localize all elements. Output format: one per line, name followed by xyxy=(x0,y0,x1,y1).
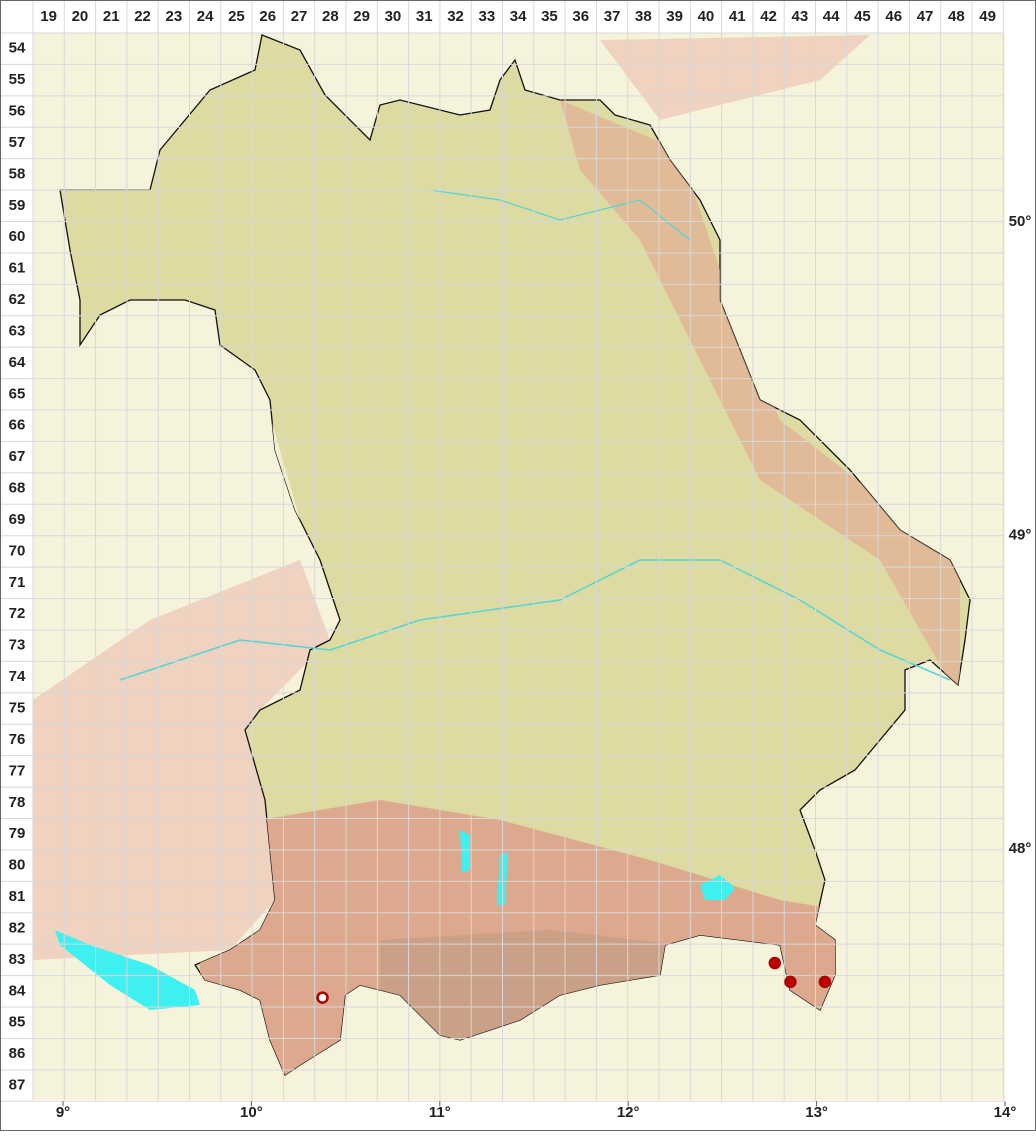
column-label: 41 xyxy=(729,8,746,25)
row-label: 80 xyxy=(9,857,26,874)
column-label: 27 xyxy=(291,8,308,25)
row-label: 61 xyxy=(9,260,26,277)
latitude-label: 50° xyxy=(1009,213,1032,230)
row-label: 57 xyxy=(9,134,26,151)
column-label: 49 xyxy=(979,8,996,25)
row-label: 84 xyxy=(9,982,26,999)
record-marker xyxy=(768,956,782,970)
column-label: 22 xyxy=(134,8,151,25)
column-label: 42 xyxy=(760,8,777,25)
column-label: 32 xyxy=(447,8,464,25)
row-label: 73 xyxy=(9,637,26,654)
column-label: 25 xyxy=(228,8,245,25)
row-label: 56 xyxy=(9,103,26,120)
river xyxy=(429,189,691,241)
longitude-label: 11° xyxy=(429,1104,451,1121)
longitude-label: 9° xyxy=(56,1104,70,1121)
record-marker xyxy=(784,975,797,989)
column-label: 29 xyxy=(353,8,370,25)
column-label: 35 xyxy=(541,8,558,25)
row-label: 68 xyxy=(9,480,26,497)
grid xyxy=(0,0,1004,1102)
column-label: 38 xyxy=(635,8,652,25)
longitude-label: 13° xyxy=(805,1104,828,1121)
row-label: 78 xyxy=(9,794,26,811)
column-label: 46 xyxy=(885,8,902,25)
row-label: 86 xyxy=(9,1045,26,1062)
column-label: 30 xyxy=(385,8,402,25)
row-label: 54 xyxy=(9,40,26,57)
terrain-east xyxy=(560,100,960,700)
column-label: 31 xyxy=(416,8,433,25)
column-label: 28 xyxy=(322,8,339,25)
longitude-label: 14° xyxy=(994,1104,1017,1121)
column-label: 24 xyxy=(197,8,214,25)
column-label: 37 xyxy=(604,8,621,25)
column-label: 36 xyxy=(572,8,589,25)
column-label: 48 xyxy=(948,8,965,25)
row-label: 77 xyxy=(9,762,26,779)
row-label: 62 xyxy=(9,291,26,308)
row-label: 74 xyxy=(9,668,26,685)
river xyxy=(119,559,951,681)
longitude-label: 10° xyxy=(240,1104,263,1121)
column-label: 26 xyxy=(259,8,276,25)
terrain-west xyxy=(33,560,330,960)
column-label: 33 xyxy=(479,8,496,25)
row-label: 79 xyxy=(9,825,26,842)
row-label: 55 xyxy=(9,71,26,88)
row-label: 72 xyxy=(9,605,26,622)
lake xyxy=(55,930,200,1010)
record-marker xyxy=(316,991,329,1004)
column-label: 21 xyxy=(103,8,120,25)
row-label: 75 xyxy=(9,699,26,716)
row-label: 70 xyxy=(9,542,26,559)
column-label: 23 xyxy=(166,8,183,25)
column-label: 44 xyxy=(823,8,840,25)
column-label: 20 xyxy=(72,8,89,25)
row-label: 58 xyxy=(9,165,26,182)
longitude-label: 12° xyxy=(617,1104,640,1121)
latitude-label: 48° xyxy=(1009,840,1032,857)
row-label: 87 xyxy=(9,1077,26,1094)
row-label: 65 xyxy=(9,385,26,402)
column-label: 47 xyxy=(917,8,934,25)
row-label: 81 xyxy=(9,888,26,905)
row-label: 82 xyxy=(9,919,26,936)
latitude-label: 49° xyxy=(1009,526,1032,543)
column-label: 43 xyxy=(792,8,809,25)
row-label: 85 xyxy=(9,1014,26,1031)
row-label: 69 xyxy=(9,511,26,528)
row-label: 71 xyxy=(9,574,26,591)
row-label: 63 xyxy=(9,322,26,339)
row-label: 76 xyxy=(9,731,26,748)
row-label: 59 xyxy=(9,197,26,214)
labels: 19 20 21 22 23 24 25 26 27 28 29 30 31 32 33 34 35 36 37 38… xyxy=(9,8,1032,1121)
column-label: 34 xyxy=(510,8,527,25)
column-label: 40 xyxy=(698,8,715,25)
row-label: 67 xyxy=(9,448,26,465)
terrain-north xyxy=(600,35,870,120)
records xyxy=(316,956,832,1004)
row-label: 83 xyxy=(9,951,26,968)
row-label: 60 xyxy=(9,228,26,245)
row-label: 64 xyxy=(9,354,26,371)
record-marker xyxy=(818,975,832,989)
column-label: 19 xyxy=(40,8,57,25)
row-label: 66 xyxy=(9,417,26,434)
lake xyxy=(460,830,470,872)
column-label: 45 xyxy=(854,8,871,25)
column-label: 39 xyxy=(666,8,683,25)
